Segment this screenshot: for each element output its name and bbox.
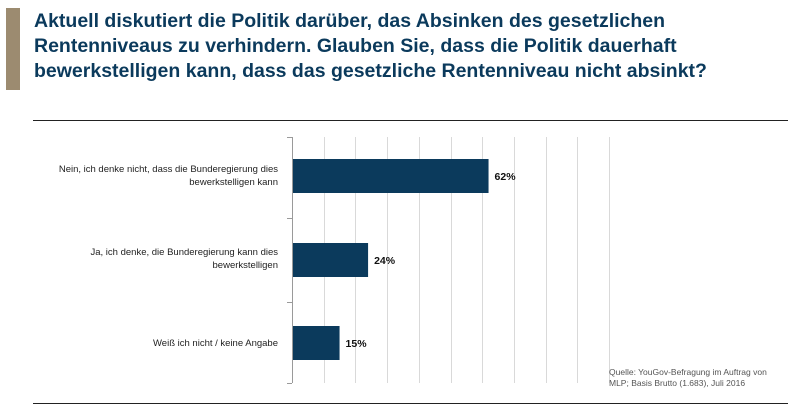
data-label-1: 62%: [495, 171, 517, 183]
data-label-3: 15%: [346, 338, 368, 350]
chart-title: Aktuell diskutiert die Politik darüber, …: [34, 10, 707, 82]
bar-2: [293, 243, 369, 277]
bar-1: [293, 159, 489, 193]
accent-bar: [6, 8, 20, 90]
category-label-weiss-nicht: Weiß ich nicht / keine Angabe: [153, 338, 278, 349]
category-label-ja: Ja, ich denke, die Bunderegierung kann d…: [90, 247, 279, 271]
data-label-2: 24%: [374, 255, 396, 267]
bar-3: [293, 326, 340, 360]
bottom-divider: [33, 403, 788, 404]
category-label-nein: Nein, ich denke nicht, dass die Bundereg…: [58, 164, 278, 188]
top-divider: [33, 120, 788, 121]
source-note: Quelle: YouGov-Befragung im Auftrag von …: [609, 367, 767, 388]
